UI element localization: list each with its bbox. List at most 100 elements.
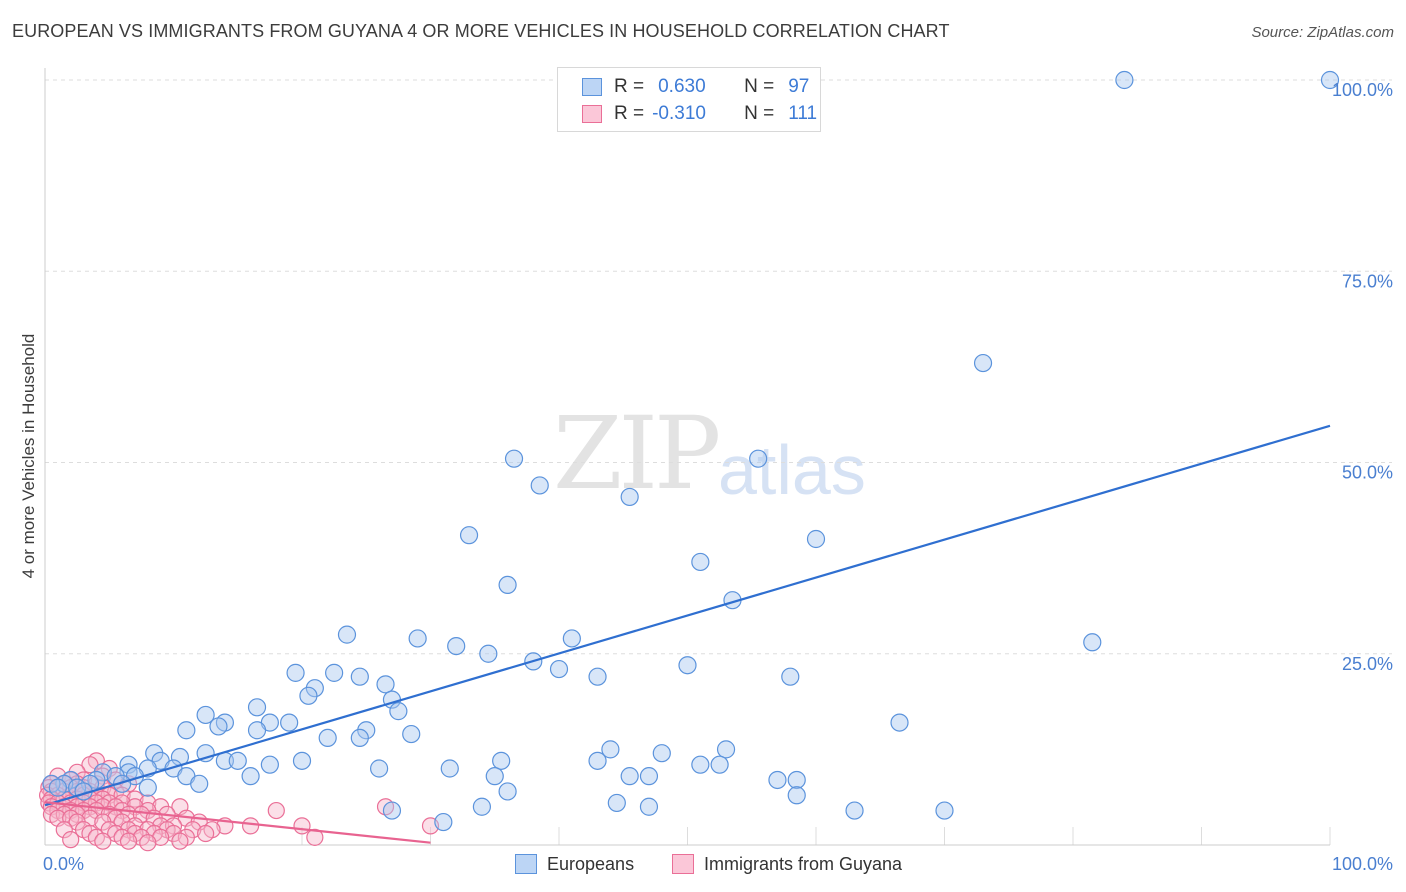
data-point-european [241,767,260,786]
data-point-european [607,793,626,813]
x-tick-label: 100.0% [1332,854,1393,874]
data-point-european [787,770,806,790]
data-point-european [749,449,768,468]
chart-title: EUROPEAN VS IMMIGRANTS FROM GUYANA 4 OR … [12,21,950,41]
data-point-european [459,526,479,545]
watermark-atlas: atlas [718,431,866,509]
legend-r-value: 0.630 [658,76,706,97]
data-point-european [620,767,639,786]
data-point-european [678,656,697,675]
data-point-european [716,740,736,759]
data-point-european [376,675,395,694]
tick-labels: 25.0% 50.0% 75.0% 100.0% 0.0% 100.0% [43,80,1393,874]
trend-line-guyana [44,801,431,844]
data-point-european [382,801,402,820]
data-point-european [588,751,607,770]
data-point-european [196,705,215,725]
data-point-european [440,759,459,778]
series-immigrants-guyana [38,752,440,852]
data-point-european [935,801,954,820]
data-point-european [504,449,524,468]
data-point-european [112,774,132,793]
legend-n-label: N = [744,76,775,97]
data-point-european [845,801,864,820]
bottom-swatch-blue [515,854,537,874]
data-point-european [292,751,312,770]
data-point-guyana [139,834,157,852]
bottom-swatch-pink [672,854,694,874]
data-point-european [247,721,267,740]
data-point-european [280,713,299,732]
data-point-european [318,728,337,748]
data-point-european [620,487,639,507]
data-point-european [286,663,305,682]
data-point-guyana [197,824,215,843]
data-point-european [299,686,318,705]
gridlines [45,79,1392,845]
legend-row-guyana: R = -0.310 N = 111 [582,101,817,127]
legend-r-label: R = [614,76,645,97]
source-label: Source: ZipAtlas.com [1251,24,1394,41]
data-point-european [177,721,196,740]
data-point-european [190,774,209,793]
data-point-european [228,751,247,770]
data-point-european [48,778,67,797]
bottom-legend-label: Immigrants from Guyana [704,853,903,874]
data-point-european [389,702,408,721]
legend-box: R = 0.630 N = 97 R = -0.310 N = 111 [557,67,821,132]
trend-line-europeans [44,424,1331,807]
data-point-european [370,759,389,778]
bottom-legend-label: Europeans [547,853,635,874]
y-tick-label: 100.0% [1332,80,1393,100]
data-point-european [247,698,267,717]
data-point-european [402,724,421,744]
data-point-european [138,778,157,797]
data-point-european [119,755,138,774]
data-point-european [549,659,569,679]
trend-lines [44,424,1331,844]
data-point-european [781,667,800,686]
legend-r-value: -0.310 [652,103,706,124]
data-point-european [1115,70,1134,90]
data-point-european [691,755,710,774]
data-point-european [325,663,344,682]
y-tick-label: 50.0% [1342,463,1393,483]
data-point-european [806,529,826,549]
data-point-european [337,625,357,644]
data-point-european [472,797,491,816]
data-point-guyana [306,828,324,846]
legend-row-europeans: R = 0.630 N = 97 [582,74,809,100]
data-point-european [408,629,427,648]
legend-swatch-pink [582,105,602,123]
data-point-guyana [94,832,112,850]
data-point-european [434,812,453,832]
data-point-european [890,713,909,732]
axes [44,68,1330,846]
data-point-european [768,770,787,790]
legend-n-value: 97 [788,76,810,97]
legend-n-value: 111 [788,103,818,124]
data-point-guyana [152,828,170,846]
legend-r-label: R = [614,103,645,124]
data-point-european [492,751,511,770]
data-point-european [639,767,659,786]
data-point-european [447,636,466,656]
data-point-european [209,717,228,736]
data-point-european [530,476,549,495]
data-point-european [691,552,710,572]
y-tick-label: 75.0% [1342,271,1393,291]
data-point-european [498,782,517,801]
data-point-european [350,728,369,748]
data-point-guyana [267,801,285,820]
data-point-european [479,644,498,663]
data-point-european [498,575,517,595]
series-europeans [42,70,1340,832]
x-tick-label: 0.0% [43,854,84,874]
data-point-european [588,667,607,686]
legend-swatch-blue [582,78,602,96]
data-point-guyana [171,832,189,850]
data-point-european [485,767,504,786]
data-point-guyana [242,817,260,835]
data-point-guyana [55,821,73,839]
